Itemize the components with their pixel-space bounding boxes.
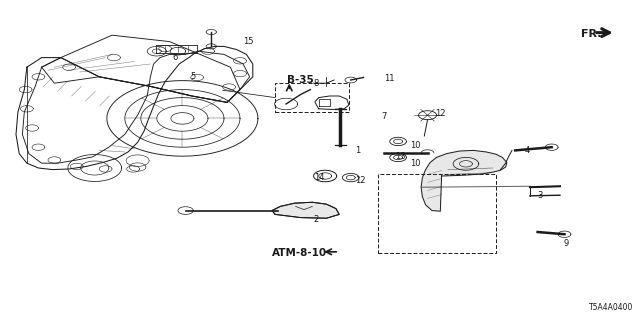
Text: 6: 6 [173, 53, 178, 62]
Text: 11: 11 [384, 74, 394, 83]
Polygon shape [421, 150, 507, 211]
Text: 7: 7 [381, 112, 386, 121]
Text: 9: 9 [563, 239, 568, 248]
Text: 12: 12 [435, 109, 445, 118]
Text: 12: 12 [355, 176, 365, 185]
Text: ATM-8-10: ATM-8-10 [272, 248, 327, 258]
Text: 10: 10 [410, 141, 420, 150]
Text: T5A4A0400: T5A4A0400 [589, 303, 634, 312]
Bar [378, 174, 496, 253]
Text: 1: 1 [355, 146, 360, 155]
Text: 2: 2 [314, 215, 319, 224]
Text: 13: 13 [396, 152, 406, 161]
Text: 15: 15 [243, 37, 253, 46]
Bar [275, 83, 349, 112]
Text: 4: 4 [525, 146, 530, 155]
Text: 14: 14 [314, 173, 324, 182]
Text: B-35: B-35 [287, 75, 314, 85]
Polygon shape [272, 202, 339, 218]
Text: 5: 5 [191, 72, 196, 81]
Text: 3: 3 [538, 191, 543, 200]
Text: 8: 8 [314, 79, 319, 88]
Text: FR.: FR. [581, 28, 602, 39]
Text: 10: 10 [410, 159, 420, 168]
